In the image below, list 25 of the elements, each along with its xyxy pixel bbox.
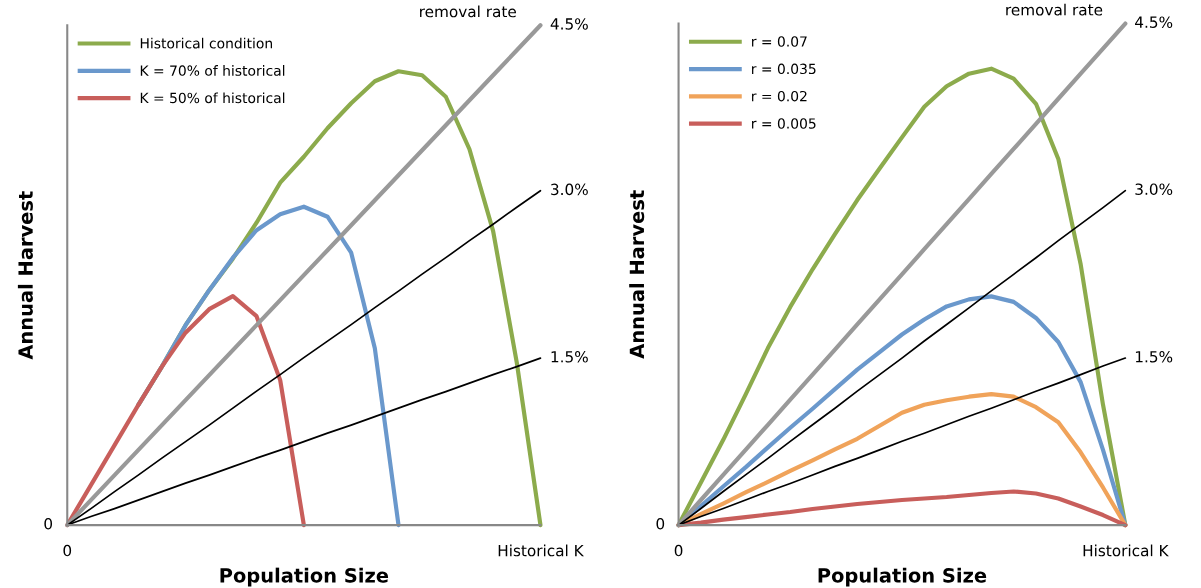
x-tick-label: Historical K [498, 544, 584, 557]
x-tick-label: 0 [674, 544, 683, 557]
legend-label: r = 0.02 [752, 90, 807, 102]
legend-label: K = 50% of historical [140, 92, 285, 104]
x-tick-label: 0 [63, 544, 72, 557]
y-axis-title: Annual Harvest [629, 190, 645, 359]
x-axis-title: Population Size [818, 567, 987, 587]
y-axis-title: Annual Harvest [17, 191, 33, 360]
text: 0 [44, 517, 53, 530]
series-label: 4.5% [550, 18, 588, 30]
legend-label: K = 70% of historical [140, 65, 285, 76]
series-label: 3.0% [1135, 183, 1173, 195]
x-tick-label: Historical K [1083, 544, 1169, 557]
text: 0 [656, 517, 665, 530]
series-label: 1.5% [551, 351, 588, 363]
series-label: 1.5% [1135, 350, 1173, 363]
series-label: 4.5% [1135, 16, 1173, 28]
legend-label: r = 0.005 [752, 118, 816, 129]
legend-label: r = 0.035 [752, 63, 816, 75]
legend-label: r = 0.07 [752, 36, 807, 47]
text: removal rate [420, 5, 516, 18]
x-axis-title: Population Size [220, 567, 389, 587]
series-label: 3.0% [551, 183, 588, 196]
legend-label: Historical condition [140, 37, 272, 49]
text: removal rate [1006, 3, 1103, 16]
